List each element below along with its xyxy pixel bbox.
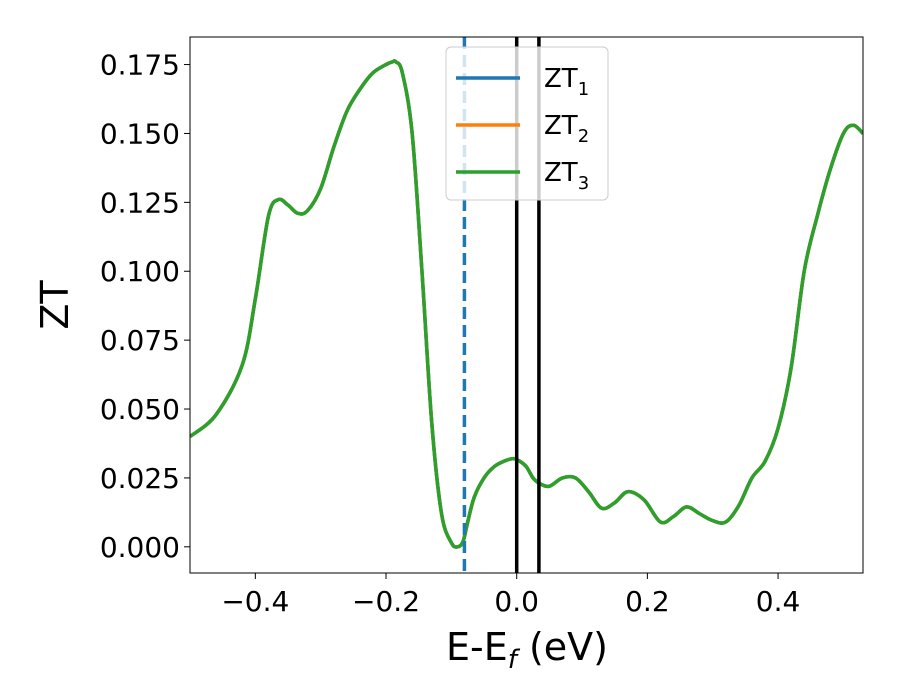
legend-box [445, 46, 609, 201]
x-axis-ticks: −0.4 −0.2 0.0 0.2 0.4 [221, 573, 800, 618]
y-tick-label: 0.175 [100, 49, 180, 82]
x-tick-label: 0.0 [494, 585, 539, 618]
y-tick-label: 0.050 [100, 393, 180, 426]
x-axis-title: E-Ef (eV) [446, 625, 608, 675]
legend-label-3: ZT3 [544, 158, 589, 194]
y-tick-label: 0.000 [100, 531, 180, 564]
x-tick-label: 0.4 [756, 585, 801, 618]
y-tick-label: 0.125 [100, 186, 180, 219]
x-tick-label: −0.4 [221, 585, 289, 618]
y-axis-ticks: 0.000 0.025 0.050 0.075 0.100 0.125 0.150 0.175 [100, 49, 190, 564]
x-tick-label: −0.2 [352, 585, 420, 618]
legend-label-2: ZT2 [544, 111, 589, 147]
x-axis-title-unit: (eV) [517, 625, 608, 669]
y-tick-label: 0.025 [100, 462, 180, 495]
legend-entries: ZT1 ZT2 ZT3 [456, 64, 589, 194]
plot-frame [189, 36, 864, 574]
y-tick-label: 0.075 [100, 324, 180, 357]
y-tick-label: 0.150 [100, 117, 180, 150]
x-tick-label: 0.2 [625, 585, 670, 618]
series-line-3 [190, 59, 863, 549]
y-tick-label: 0.100 [100, 255, 180, 288]
legend-label-1: ZT1 [544, 64, 589, 100]
y-axis-title: ZT [33, 280, 77, 330]
legend: ZT1 ZT2 ZT3 [445, 46, 609, 201]
